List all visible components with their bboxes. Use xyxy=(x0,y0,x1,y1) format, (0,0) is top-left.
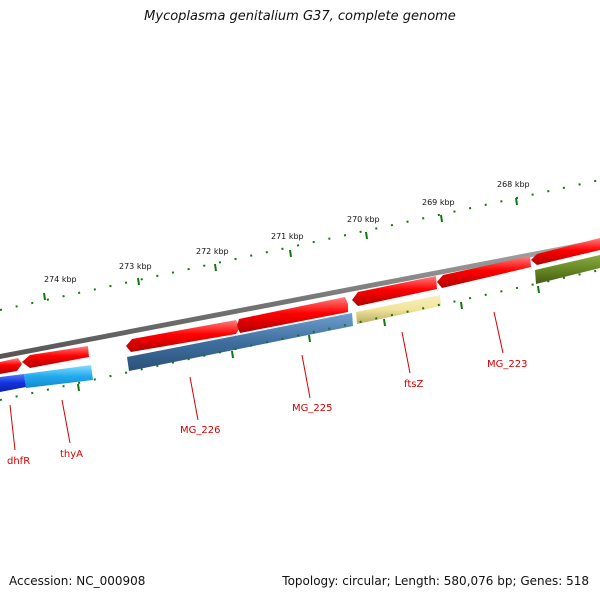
gene-feature-thyA[interactable] xyxy=(24,365,93,388)
genome-backbone xyxy=(0,239,600,359)
gene-feature[interactable] xyxy=(126,320,240,352)
genome-summary-text: Topology: circular; Length: 580,076 bp; … xyxy=(282,574,589,588)
gene-feature[interactable] xyxy=(22,346,89,368)
gene-feature[interactable] xyxy=(531,238,600,265)
major-tick xyxy=(137,277,140,286)
gene-labels: dhfR thyA MG_226 MG_225 ftsZ MG_223 xyxy=(7,359,527,467)
major-tick xyxy=(460,301,463,310)
scale-label: 269 kbp xyxy=(422,198,455,207)
scale-label: 272 kbp xyxy=(196,247,229,256)
leader-line xyxy=(61,399,71,444)
gene-feature[interactable] xyxy=(352,276,437,306)
minor-tick-row xyxy=(0,179,600,311)
scale-label: 271 kbp xyxy=(271,232,304,241)
gene-label-thyA[interactable]: thyA xyxy=(60,449,83,460)
major-tick xyxy=(214,263,217,272)
inner-scale-ticks xyxy=(0,269,600,401)
gene-label-MG_223[interactable]: MG_223 xyxy=(487,359,527,370)
major-tick xyxy=(440,214,443,223)
gene-feature-dhfR[interactable] xyxy=(0,374,26,392)
major-tick xyxy=(231,350,234,359)
page-title: Mycoplasma genitalium G37, complete geno… xyxy=(144,9,456,24)
scale-labels: 274 kbp 273 kbp 272 kbp 271 kbp 270 kbp … xyxy=(44,180,530,284)
scale-label: 273 kbp xyxy=(119,262,152,271)
gene-label-dhfR[interactable]: dhfR xyxy=(7,456,30,467)
major-tick xyxy=(515,197,518,206)
forward-strand-features xyxy=(0,238,600,374)
reverse-strand-features xyxy=(0,255,600,392)
major-tick xyxy=(537,285,540,294)
accession-text: Accession: NC_000908 xyxy=(9,574,146,588)
major-tick xyxy=(308,334,311,343)
leader-line xyxy=(189,376,199,421)
gene-label-MG_226[interactable]: MG_226 xyxy=(180,425,220,436)
major-tick xyxy=(383,318,386,327)
outer-scale-ticks xyxy=(0,179,600,311)
major-tick xyxy=(289,249,292,258)
gene-feature[interactable] xyxy=(237,297,348,333)
leader-line xyxy=(401,331,411,374)
gene-label-MG_225[interactable]: MG_225 xyxy=(292,403,332,414)
label-leaders xyxy=(9,311,504,451)
scale-label: 268 kbp xyxy=(497,180,530,189)
gene-label-ftsZ[interactable]: ftsZ xyxy=(404,379,423,390)
scale-label: 270 kbp xyxy=(347,215,380,224)
gene-feature-MG_226-MG_225[interactable] xyxy=(127,313,353,371)
major-tick xyxy=(43,292,46,301)
scale-label: 274 kbp xyxy=(44,275,77,284)
leader-line xyxy=(9,404,16,451)
major-tick xyxy=(365,231,368,240)
major-tick xyxy=(77,383,80,392)
leader-line xyxy=(301,354,311,399)
gene-feature[interactable] xyxy=(0,358,22,374)
gene-feature-MG_223-cog[interactable] xyxy=(535,255,600,284)
gene-feature-ftsZ[interactable] xyxy=(356,295,441,324)
gene-feature[interactable] xyxy=(437,256,531,288)
leader-line xyxy=(493,311,504,354)
